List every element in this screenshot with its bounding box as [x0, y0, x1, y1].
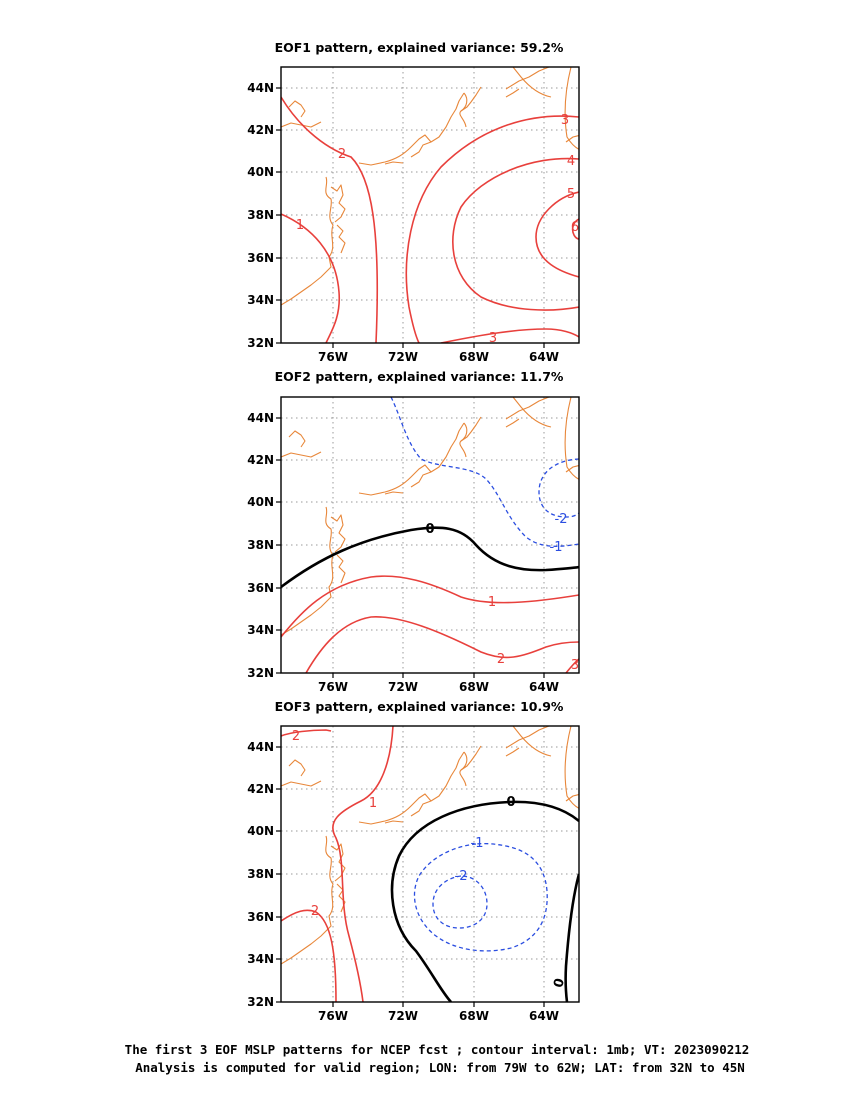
eof1-contour-5	[535, 191, 579, 278]
eof1-coastline	[281, 67, 579, 306]
eof2-grid	[281, 397, 579, 673]
eof1-label-6: 6	[571, 220, 579, 235]
eof3-contour-neg2	[432, 875, 488, 929]
eof3-label-2-top: 2	[292, 729, 300, 744]
lon-label-68w: 68W	[459, 680, 489, 694]
eof3-panel: EOF3 pattern, explained variance: 10.9%	[247, 699, 580, 1023]
caption-line-1: The first 3 EOF MSLP patterns for NCEP f…	[125, 1042, 750, 1057]
caption-line-2: Analysis is computed for valid region; L…	[135, 1060, 745, 1075]
eof2-contour-3	[565, 658, 579, 673]
eof1-contour-2	[281, 96, 379, 343]
lat-label-42n: 42N	[247, 453, 274, 467]
eof3-lat-labels: 44N 42N 40N 38N 36N 34N 32N	[247, 740, 274, 1009]
eof3-title: EOF3 pattern, explained variance: 10.9%	[275, 699, 564, 714]
lat-label-38n: 38N	[247, 208, 274, 222]
eof1-label-5: 5	[567, 187, 575, 202]
lat-label-36n: 36N	[247, 251, 274, 265]
eof1-grid	[281, 67, 579, 343]
eof2-lon-labels: 76W 72W 68W 64W	[318, 680, 559, 694]
lat-label-32n: 32N	[247, 666, 274, 680]
eof1-labels: 1 2 3 4 5 6 3	[296, 113, 579, 346]
eof2-label-neg2: -2	[555, 512, 568, 527]
eof1-label-1: 1	[296, 218, 304, 233]
lat-label-36n: 36N	[247, 581, 274, 595]
eof1-contour-1	[281, 213, 341, 343]
eof2-contour-2	[305, 616, 579, 673]
lon-label-64w: 64W	[529, 350, 559, 364]
eof1-panel: EOF1 pattern, explained variance: 59.2%	[247, 40, 580, 364]
eof2-contour-0	[281, 526, 579, 589]
lat-label-44n: 44N	[247, 81, 274, 95]
lat-label-40n: 40N	[247, 824, 274, 838]
eof3-label-0: 0	[506, 795, 515, 810]
eof3-lon-labels: 76W 72W 68W 64W	[318, 1009, 559, 1023]
figure-caption: The first 3 EOF MSLP patterns for NCEP f…	[125, 1042, 750, 1075]
eof3-contour-2-top	[281, 729, 332, 737]
eof3-grid	[281, 726, 579, 1002]
eof3-labels: 2 1 2 0 -1 -2 0	[292, 729, 568, 989]
eof2-contour-neg1	[390, 397, 579, 547]
eof3-label-neg1: -1	[471, 836, 484, 851]
eof2-title: EOF2 pattern, explained variance: 11.7%	[275, 369, 564, 384]
lon-label-76w: 76W	[318, 350, 348, 364]
eof2-contour-1	[281, 575, 579, 638]
eof3-contour-0-small	[564, 873, 579, 1002]
lon-label-64w: 64W	[529, 680, 559, 694]
lon-label-68w: 68W	[459, 350, 489, 364]
eof3-contour-neg1	[413, 842, 548, 952]
lon-label-72w: 72W	[388, 680, 418, 694]
lon-label-76w: 76W	[318, 1009, 348, 1023]
lat-label-34n: 34N	[247, 293, 274, 307]
eof3-contour-2-left	[281, 909, 337, 1002]
eof2-label-neg1: -1	[550, 540, 563, 555]
eof1-contour-3-upper	[405, 115, 579, 343]
lat-label-40n: 40N	[247, 495, 274, 509]
lat-label-42n: 42N	[247, 123, 274, 137]
lat-label-38n: 38N	[247, 867, 274, 881]
lat-label-32n: 32N	[247, 336, 274, 350]
eof1-label-3b: 3	[489, 331, 497, 346]
eof2-labels: 0 1 2 3 -1 -2	[425, 512, 579, 673]
eof2-label-2: 2	[497, 652, 505, 667]
eof1-label-2: 2	[338, 147, 346, 162]
eof1-title: EOF1 pattern, explained variance: 59.2%	[275, 40, 564, 55]
eof1-contour-3-lower	[440, 328, 579, 343]
lat-label-44n: 44N	[247, 411, 274, 425]
eof3-frame	[280, 725, 580, 1003]
eof1-frame	[280, 66, 580, 344]
eof3-contour-1	[332, 726, 394, 1002]
lat-label-34n: 34N	[247, 623, 274, 637]
eof3-label-2-left: 2	[311, 904, 319, 919]
eof1-label-3: 3	[561, 113, 569, 128]
eof3-label-neg2: -2	[455, 869, 468, 884]
eof2-panel: EOF2 pattern, explained variance: 11.7%	[247, 369, 580, 694]
lon-label-72w: 72W	[388, 1009, 418, 1023]
eof2-contour-neg2	[538, 458, 579, 518]
eof2-label-0: 0	[425, 522, 434, 537]
lat-label-40n: 40N	[247, 165, 274, 179]
lat-label-42n: 42N	[247, 782, 274, 796]
lon-label-76w: 76W	[318, 680, 348, 694]
lon-label-72w: 72W	[388, 350, 418, 364]
eof1-contour-4	[452, 157, 579, 311]
eof2-label-3: 3	[571, 658, 579, 673]
eof2-lat-labels: 44N 42N 40N 38N 36N 34N 32N	[247, 411, 274, 680]
lat-label-38n: 38N	[247, 538, 274, 552]
lon-label-64w: 64W	[529, 1009, 559, 1023]
lat-label-44n: 44N	[247, 740, 274, 754]
eof1-lon-labels: 76W 72W 68W 64W	[318, 350, 559, 364]
lat-label-32n: 32N	[247, 995, 274, 1009]
lat-label-36n: 36N	[247, 910, 274, 924]
eof3-label-0-small: 0	[551, 977, 568, 990]
lat-label-34n: 34N	[247, 952, 274, 966]
eof2-frame	[280, 396, 580, 674]
eof1-lat-labels: 44N 42N 40N 38N 36N 34N 32N	[247, 81, 274, 350]
lon-label-68w: 68W	[459, 1009, 489, 1023]
eof3-label-1: 1	[369, 796, 377, 811]
eof2-label-1: 1	[488, 595, 496, 610]
eof3-contour-0-big	[390, 800, 579, 1002]
eof1-label-4: 4	[567, 154, 575, 169]
